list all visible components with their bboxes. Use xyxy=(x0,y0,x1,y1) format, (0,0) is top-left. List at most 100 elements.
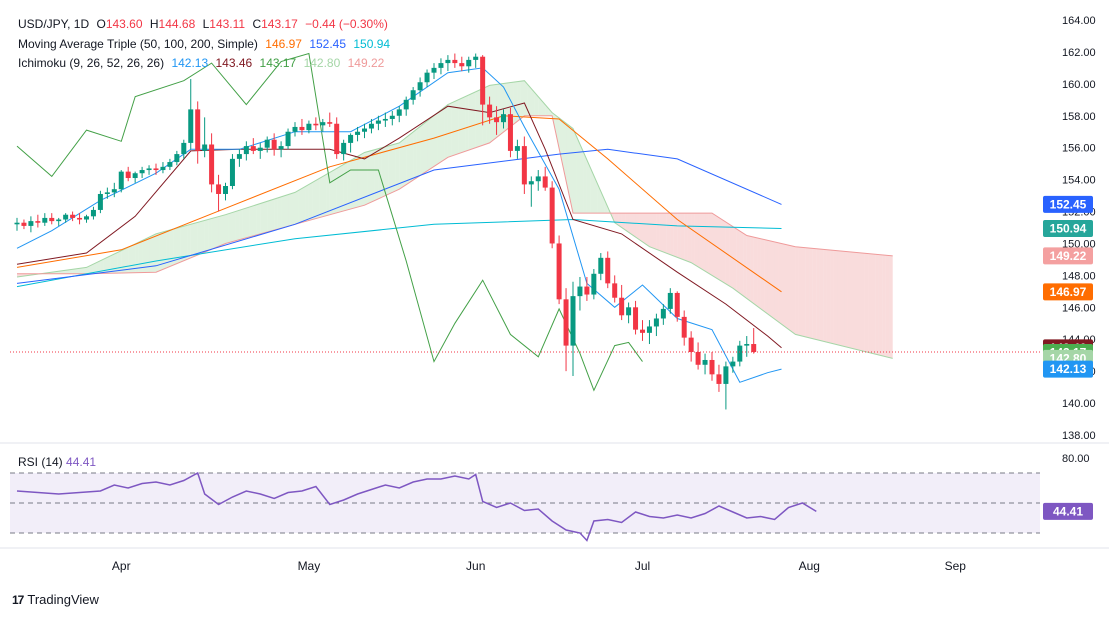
ichimoku-cloud-segment xyxy=(798,246,803,337)
candle-body xyxy=(487,104,493,118)
ichimoku-cloud-segment xyxy=(597,183,601,214)
candle-body xyxy=(132,173,138,179)
symbol-legend: USD/JPY, 1D O143.60 H144.68 L143.11 C143… xyxy=(18,16,392,32)
price-badge xyxy=(1043,195,1093,213)
ichimoku-cloud-segment xyxy=(117,250,122,274)
ichimoku-cloud-segment xyxy=(854,252,858,350)
ichimoku-cloud-segment xyxy=(253,204,257,236)
ichimoku-cloud-segment xyxy=(319,176,323,218)
rsi-badge xyxy=(1043,502,1093,520)
price-tick-label: 140.00 xyxy=(1062,398,1096,410)
ichimoku-cloud-segment xyxy=(753,237,758,307)
rsi-value: 44.41 xyxy=(66,455,97,469)
candle-body xyxy=(209,144,215,185)
rsi-tick-label: 80.00 xyxy=(1062,453,1090,465)
price-badge xyxy=(1043,247,1093,265)
ichimoku-cloud-segment xyxy=(326,172,330,216)
candle-body xyxy=(619,297,625,316)
candle-body xyxy=(35,221,41,223)
tradingview-branding[interactable]: 17 TradingView xyxy=(12,592,99,607)
ichimoku-cloud-segment xyxy=(176,227,181,264)
candle-body xyxy=(153,168,159,171)
ichimoku-cloud-segment xyxy=(62,270,66,274)
ichimoku-cloud-segment xyxy=(885,255,890,358)
ichimoku-cloud-segment xyxy=(277,196,282,230)
ichimoku-lagging: 143.17 xyxy=(259,56,297,70)
candle-body xyxy=(49,217,55,222)
ichimoku-cloud-segment xyxy=(246,206,250,238)
price-badge-label: 152.45 xyxy=(1050,197,1087,211)
ichimoku-legend: Ichimoku (9, 26, 52, 26, 26) 142.13 143.… xyxy=(18,55,388,71)
ichimoku-cloud-segment xyxy=(642,213,646,245)
ichimoku-cloud-segment xyxy=(409,131,414,183)
ichimoku-cloud-segment xyxy=(197,221,202,255)
ichimoku-cloud-segment xyxy=(604,199,608,214)
ichimoku-cloud-segment xyxy=(833,250,838,345)
ichimoku-cloud-segment xyxy=(472,91,476,149)
ichimoku-cloud-segment xyxy=(461,96,466,153)
candle-body xyxy=(84,216,89,220)
ichimoku-cloud-segment xyxy=(534,92,539,116)
ichimoku-cloud-segment xyxy=(225,213,229,244)
candle-body xyxy=(605,257,611,284)
ichimoku-cloud-segment xyxy=(315,178,320,219)
candle-body xyxy=(70,214,76,218)
candle-body xyxy=(744,344,750,346)
ichimoku-cloud-segment xyxy=(194,222,198,257)
ichimoku-lagging-line xyxy=(16,52,643,392)
candle-body xyxy=(348,134,354,143)
ichimoku-cloud-segment xyxy=(107,255,111,274)
candle-body xyxy=(389,115,395,119)
high-value: 144.68 xyxy=(158,17,196,31)
ichimoku-cloud-segment xyxy=(593,175,598,214)
ichimoku-span-b: 149.22 xyxy=(347,56,385,70)
ichimoku-cloud-segment xyxy=(169,229,174,267)
ichimoku-cloud-segment xyxy=(652,213,657,250)
ichimoku-cloud-segment xyxy=(746,235,751,302)
ichimoku-cloud-segment xyxy=(357,154,362,208)
ichimoku-cloud-segment xyxy=(701,213,706,272)
ichimoku-cloud-segment xyxy=(826,249,831,343)
ichimoku-cloud-segment xyxy=(632,213,636,238)
ichimoku-cloud-segment xyxy=(440,107,445,162)
ichimoku-cloud-segment xyxy=(621,213,626,230)
candle-body xyxy=(202,144,208,151)
ichimoku-cloud-segment xyxy=(284,194,289,228)
candle-body xyxy=(431,67,437,73)
ichimoku-cloud-segment xyxy=(215,216,219,248)
ichimoku-cloud-segment xyxy=(586,159,591,214)
ichimoku-cloud-segment xyxy=(649,213,653,248)
ichimoku-cloud-segment xyxy=(736,228,740,294)
price-tick-label: 164.00 xyxy=(1062,15,1096,27)
candle-body xyxy=(139,170,145,174)
close-value: 143.17 xyxy=(261,17,298,31)
candle-body xyxy=(514,146,520,151)
ichimoku-cloud-segment xyxy=(857,252,862,351)
ichimoku-cloud-segment xyxy=(837,250,841,346)
change-value: −0.44 (−0.30%) xyxy=(305,17,388,31)
ichimoku-cloud-segment xyxy=(447,103,452,158)
ichimoku-cloud-segment xyxy=(864,253,869,353)
ichimoku-cloud-segment xyxy=(538,96,542,116)
ichimoku-cloud-segment xyxy=(659,213,664,252)
ichimoku-cloud-segment xyxy=(847,251,851,349)
candle-body xyxy=(355,131,361,135)
candle-body xyxy=(181,142,187,155)
ichimoku-cloud-segment xyxy=(361,152,365,207)
candle-body xyxy=(709,359,715,375)
candle-body xyxy=(570,296,576,346)
price-tick-label: 154.00 xyxy=(1062,175,1096,187)
ichimoku-cloud-segment xyxy=(513,81,518,124)
price-tick-label: 162.00 xyxy=(1062,47,1096,59)
ichimoku-cloud-segment xyxy=(343,162,348,211)
ichimoku-cloud-segment xyxy=(677,213,681,259)
candle-body xyxy=(563,299,569,346)
ma50-value: 146.97 xyxy=(265,37,302,51)
ichimoku-cloud-segment xyxy=(757,237,761,309)
candle-body xyxy=(556,243,562,300)
candle-body xyxy=(223,186,228,194)
ichimoku-cloud-segment xyxy=(204,219,209,253)
ichimoku-cloud-segment xyxy=(451,101,455,157)
candle-body xyxy=(674,292,680,317)
